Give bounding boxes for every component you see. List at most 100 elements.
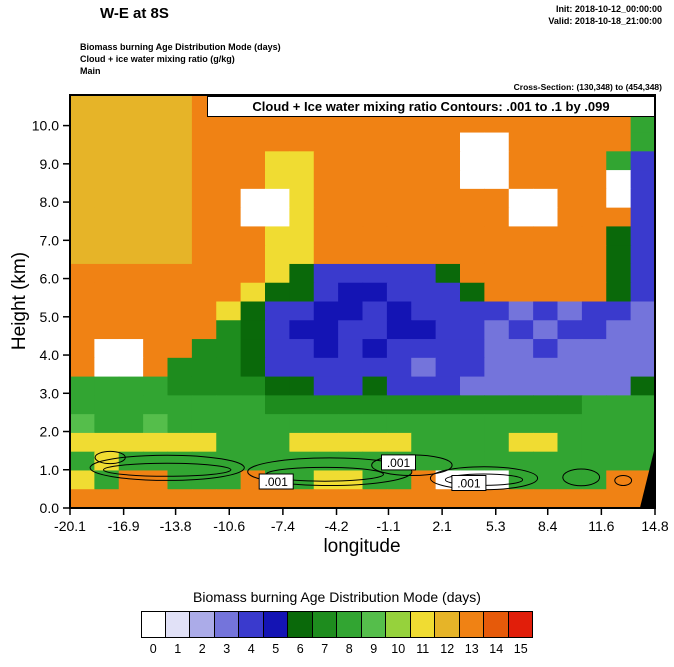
heatmap-cell [313,132,339,152]
heatmap-cell [533,357,559,378]
legend-swatch [164,611,190,638]
heatmap-cell [508,414,534,434]
heatmap-cell [630,451,656,472]
heatmap-cell [94,432,120,453]
heatmap-cell [557,301,583,321]
heatmap-cell [289,151,315,171]
heatmap-cell [533,414,559,434]
heatmap-cell [191,451,217,472]
heatmap-cell [338,170,364,190]
heatmap-cell [386,245,412,265]
heatmap-cell [167,113,193,134]
heatmap-cell [94,226,120,246]
heatmap-cell [94,170,120,190]
heatmap-cell [508,451,534,472]
heatmap-cell [167,414,193,434]
heatmap-cell [70,188,95,209]
heatmap-cell [167,245,193,265]
heatmap-cell [630,395,656,415]
heatmap-cell [508,170,534,190]
heatmap-cell [362,432,388,453]
field-line-main: Main [80,66,101,77]
x-tick-label: -10.6 [213,518,245,534]
heatmap-cell [289,414,315,434]
contour-label-box [451,475,487,491]
heatmap-cell [70,245,95,265]
heatmap-cell [143,207,169,228]
legend-tick-label: 15 [513,642,528,656]
heatmap-cell [216,263,242,284]
heatmap-cell [167,132,193,152]
heatmap-cell [265,132,290,152]
heatmap-cell [94,245,120,265]
heatmap-cell [630,170,656,190]
heatmap-cell [460,357,485,378]
heatmap-cell [606,376,632,396]
heatmap-cell [338,188,364,209]
heatmap-cell [143,282,169,303]
heatmap-cell [362,489,388,509]
heatmap-cell [94,489,120,509]
heatmap-cell [362,376,388,396]
heatmap-cell [338,320,364,340]
heatmap-cell [606,451,632,472]
legend-swatch [360,611,386,638]
heatmap-cell [533,113,559,134]
heatmap-cell [606,151,632,171]
heatmap-cell [557,188,583,209]
heatmap-cell [460,489,485,509]
heatmap-cell [435,170,461,190]
heatmap-cell [386,395,412,415]
field-descriptions: Biomass burning Age Distribution Mode (d… [80,41,281,77]
heatmap-cell [557,489,583,509]
heatmap-cell [484,320,510,340]
heatmap-cell [70,226,95,246]
legend-swatch [262,611,288,638]
legend-tick-label: 1 [174,642,182,656]
heatmap-cell [70,95,95,115]
valid-timestamp: Valid: 2018-10-18_21:00:00 [548,15,662,26]
heatmap-cell [143,376,169,396]
heatmap-cell [386,470,412,490]
heatmap-cell [508,263,534,284]
heatmap-cell [386,188,412,209]
heatmap-cell [435,301,461,321]
heatmap-cell [191,226,217,246]
heatmap-cell [191,263,217,284]
heatmap-cell [581,263,607,284]
heatmap-cell [313,451,339,472]
heatmap-cell [484,489,510,509]
heatmap-cell [533,151,559,171]
heatmap-cell [313,151,339,171]
legend-colorbar: 0 1 2 3 4 5 6 7 8 9 10 11 12 13 14 15 [0,611,674,656]
heatmap-cell [313,339,339,359]
heatmap-cell [630,282,656,303]
heatmap-cell [484,357,510,378]
y-tick-label: 5.0 [40,309,60,325]
heatmap-cell [581,113,607,134]
legend-cell: 6 [287,611,313,656]
heatmap-cell [460,282,485,303]
heatmap-cell [606,132,632,152]
cloud-contour-line [614,475,633,486]
heatmap-cell [265,301,290,321]
heatmap-cell [265,207,290,228]
heatmap-cell [118,376,144,396]
heatmap-cell [508,188,534,209]
heatmap-cell [411,170,437,190]
heatmap-cell [460,263,485,284]
heatmap-cell [508,339,534,359]
legend-tick-label: 6 [296,642,304,656]
heatmap-cell [362,263,388,284]
heatmap-cell [435,339,461,359]
heatmap-cell [216,188,242,209]
heatmap-cell [216,170,242,190]
heatmap-cell [460,207,485,228]
heatmap-cell [289,132,315,152]
heatmap-cell [460,432,485,453]
heatmap-cell [606,414,632,434]
legend-cell: 9 [360,611,386,656]
heatmap-cell [508,301,534,321]
heatmap-cell [240,207,266,228]
legend-cell: 0 [141,611,166,656]
